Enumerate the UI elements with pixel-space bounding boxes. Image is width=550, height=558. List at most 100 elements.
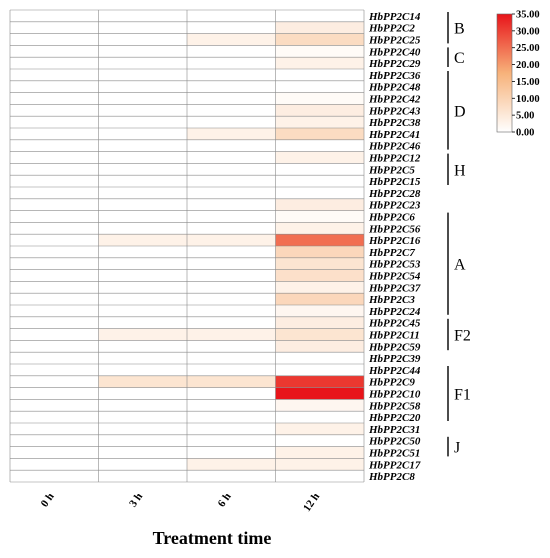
group-label: B <box>454 21 465 38</box>
heatmap-cell <box>187 45 276 58</box>
heatmap-cell <box>10 104 99 117</box>
row-label: HbPP2C43 <box>368 105 421 117</box>
heatmap-cell <box>10 80 99 93</box>
heatmap-cell <box>10 234 99 246</box>
heatmap-cell <box>275 411 364 423</box>
heatmap-cell <box>187 316 276 329</box>
heatmap-cell <box>187 104 276 117</box>
heatmap-cell <box>275 234 364 246</box>
heatmap-cell <box>10 246 99 258</box>
row-label: HbPP2C42 <box>368 94 421 106</box>
heatmap-cell <box>275 328 364 341</box>
heatmap-cell <box>98 92 187 105</box>
heatmap-cell <box>10 257 99 270</box>
heatmap-cell <box>187 21 276 34</box>
heatmap-cell <box>187 305 276 317</box>
heatmap-cell <box>98 340 187 353</box>
heatmap-cell <box>10 222 99 235</box>
heatmap-cell <box>275 387 364 400</box>
heatmap-cell <box>275 163 364 176</box>
row-label: HbPP2C14 <box>368 11 421 23</box>
heatmap-cell <box>98 387 187 400</box>
colorbar-tick-label: 20.00 <box>516 60 540 71</box>
heatmap-cell <box>275 104 364 117</box>
group-label: C <box>454 50 465 67</box>
heatmap-cell <box>10 470 99 482</box>
heatmap-cell <box>275 222 364 235</box>
heatmap-cell <box>10 293 99 305</box>
heatmap-cell <box>10 139 99 152</box>
group-label: F1 <box>454 387 471 404</box>
heatmap-cell <box>10 45 99 58</box>
heatmap-cell <box>98 45 187 58</box>
row-label: HbPP2C10 <box>368 389 421 401</box>
heatmap-cell <box>275 352 364 364</box>
heatmap-cell <box>98 57 187 69</box>
heatmap-cell <box>10 305 99 317</box>
row-label: HbPP2C20 <box>368 412 421 424</box>
colorbar-tick-label: 0.00 <box>516 128 534 139</box>
heatmap-cell <box>187 375 276 388</box>
heatmap-cell <box>275 423 364 435</box>
heatmap-cell <box>98 316 187 329</box>
row-label: HbPP2C3 <box>368 294 415 306</box>
heatmap-cell <box>10 69 99 81</box>
column-label: 12 h <box>301 491 322 514</box>
heatmap-cell <box>98 33 187 46</box>
heatmap-cell <box>98 175 187 187</box>
colorbar-tick-label: 10.00 <box>516 94 540 105</box>
heatmap-cell <box>187 234 276 246</box>
heatmap-cell <box>275 293 364 305</box>
row-label: HbPP2C17 <box>368 459 421 471</box>
heatmap-cell <box>187 187 276 199</box>
heatmap-cell <box>187 128 276 140</box>
heatmap-cell <box>98 21 187 34</box>
heatmap-cell <box>98 80 187 93</box>
row-label: HbPP2C48 <box>368 82 421 94</box>
heatmap-cell <box>98 411 187 423</box>
row-label: HbPP2C11 <box>368 330 420 342</box>
heatmap-cell <box>187 92 276 105</box>
row-label: HbPP2C29 <box>368 58 421 70</box>
heatmap-cell <box>98 246 187 258</box>
heatmap-cell <box>275 364 364 376</box>
heatmap-cell <box>98 423 187 435</box>
column-labels: 0 h 3 h 6 h 12 h <box>39 491 323 514</box>
heatmap-cell <box>275 257 364 270</box>
heatmap-cell <box>98 281 187 294</box>
heatmap-grid <box>9 9 365 483</box>
heatmap-cell <box>187 293 276 305</box>
heatmap-cell <box>275 57 364 69</box>
heatmap-cell <box>98 257 187 270</box>
heatmap-cell <box>10 446 99 459</box>
heatmap-cell <box>98 458 187 471</box>
row-label: HbPP2C6 <box>368 212 415 224</box>
heatmap-cell <box>187 163 276 176</box>
column-label: 3 h <box>127 491 145 510</box>
heatmap-cell <box>275 10 364 22</box>
heatmap-cell <box>187 470 276 482</box>
row-label: HbPP2C53 <box>368 259 421 271</box>
heatmap-cell <box>187 281 276 294</box>
heatmap-cell <box>187 246 276 258</box>
heatmap-cell <box>98 364 187 376</box>
group-label: F2 <box>454 328 471 345</box>
heatmap-cell <box>275 375 364 388</box>
heatmap-cell <box>275 69 364 81</box>
heatmap-cell <box>187 423 276 435</box>
heatmap-cell <box>275 128 364 140</box>
row-label: HbPP2C45 <box>368 318 421 330</box>
heatmap-cell <box>275 316 364 329</box>
row-label: HbPP2C46 <box>368 141 421 153</box>
heatmap-cell <box>10 163 99 176</box>
heatmap-cell <box>10 316 99 329</box>
heatmap-cell <box>10 92 99 105</box>
colorbar-tick-label: 30.00 <box>516 26 540 37</box>
row-label: HbPP2C7 <box>368 247 415 259</box>
row-label: HbPP2C12 <box>368 153 421 165</box>
heatmap-cell <box>275 281 364 294</box>
heatmap-cell <box>275 116 364 128</box>
group-label: J <box>454 440 460 457</box>
colorbar-gradient <box>496 13 513 133</box>
